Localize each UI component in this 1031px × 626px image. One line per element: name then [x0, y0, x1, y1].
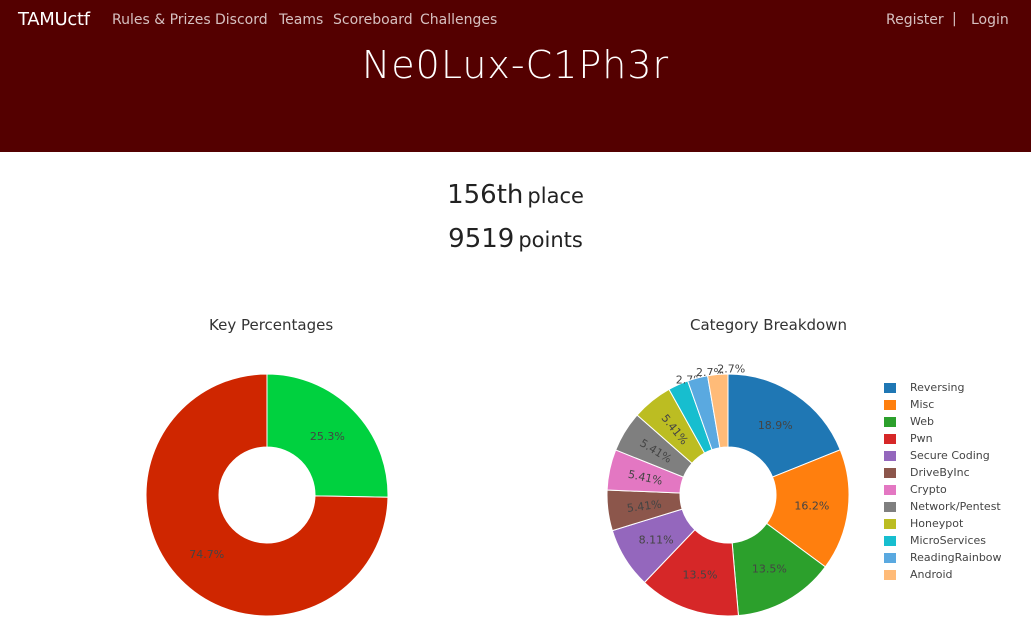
team-name: Ne0Lux-C1Ph3r [361, 43, 670, 87]
legend-swatch [884, 502, 896, 512]
legend-label: Web [910, 415, 934, 428]
nav-discord[interactable]: Discord [215, 12, 268, 28]
legend-label: Crypto [910, 483, 947, 496]
legend-swatch [884, 400, 896, 410]
legend-label: Android [910, 568, 953, 581]
key-percentages-pie: 25.3% 74.7% [145, 373, 389, 617]
legend-swatch [884, 553, 896, 563]
legend-swatch [884, 536, 896, 546]
category-slice-label: 5.41% [626, 498, 662, 515]
category-breakdown-pie: 18.9%16.2%13.5%13.5%8.11%5.41%5.41%5.41%… [606, 362, 850, 617]
points-stat: 9519 points [0, 224, 1031, 254]
category-slice-crypto [606, 449, 685, 494]
category-slice-label: 2.7% [676, 373, 704, 386]
legend-swatch [884, 434, 896, 444]
points-value: 9519 [448, 224, 515, 254]
brand-logo[interactable]: TAMUctf [18, 9, 90, 30]
key-pct-slice-0 [266, 373, 389, 498]
category-slice-label: 2.7% [696, 366, 724, 379]
legend-label: MicroServices [910, 534, 986, 547]
category-slice-pwn [643, 529, 739, 617]
category-slice-label: 8.11% [639, 533, 674, 546]
nav-register[interactable]: Register [886, 12, 944, 28]
category-slice-network-pentest [615, 414, 693, 478]
key-pct-slice-label: 74.7% [189, 548, 224, 561]
nav-scoreboard[interactable]: Scoreboard [333, 12, 413, 28]
nav-challenges[interactable]: Challenges [420, 12, 498, 28]
legend-label: Pwn [910, 432, 933, 445]
nav-login[interactable]: Login [971, 12, 1009, 28]
category-breakdown-title: Category Breakdown [690, 316, 847, 334]
category-slice-microservices [668, 380, 713, 454]
nav-teams[interactable]: Teams [279, 12, 324, 28]
legend-label: Misc [910, 398, 935, 411]
category-slice-label: 16.2% [794, 500, 829, 513]
category-slice-label: 13.5% [683, 569, 718, 582]
category-slice-web [731, 522, 827, 617]
category-slice-label: 5.41% [658, 412, 690, 447]
legend-swatch [884, 485, 896, 495]
category-slice-label: 2.7% [717, 362, 745, 375]
category-slice-secure-coding [611, 508, 696, 584]
legend-label: Reversing [910, 381, 965, 394]
place-value: 156th [447, 180, 524, 210]
legend-label: Honeypot [910, 517, 964, 530]
category-slice-label: 5.41% [627, 468, 664, 488]
key-pct-slice-1 [145, 373, 389, 617]
place-stat: 156th place [0, 180, 1031, 210]
legend-label: Network/Pentest [910, 500, 1001, 513]
legend-swatch [884, 417, 896, 427]
legend-swatch [884, 383, 896, 393]
legend-swatch [884, 451, 896, 461]
category-slice-android [706, 373, 729, 449]
key-percentages-title: Key Percentages [209, 316, 334, 334]
place-label: place [527, 184, 584, 208]
nav-separator: | [952, 11, 957, 27]
navbar: TAMUctf Rules & Prizes Discord Teams Sco… [0, 0, 1031, 40]
legend-swatch [884, 519, 896, 529]
category-slice-honeypot [636, 388, 706, 465]
team-header: TAMUctf Rules & Prizes Discord Teams Sco… [0, 0, 1031, 152]
category-slice-reversing [727, 373, 841, 478]
category-slice-label: 18.9% [758, 419, 793, 432]
nav-rules-prizes[interactable]: Rules & Prizes [112, 12, 211, 28]
category-slice-label: 5.41% [637, 436, 674, 465]
category-slice-readingrainbow [687, 375, 721, 451]
legend-swatch [884, 468, 896, 478]
category-slice-label: 13.5% [752, 563, 787, 576]
category-slice-drivebyinc [606, 489, 683, 532]
category-slice-misc [765, 449, 850, 568]
legend-label: ReadingRainbow [910, 551, 1002, 564]
legend-label: DriveByInc [910, 466, 970, 479]
legend-label: Secure Coding [910, 449, 990, 462]
key-pct-slice-label: 25.3% [310, 430, 345, 443]
legend-swatch [884, 570, 896, 580]
points-label: points [518, 228, 583, 252]
